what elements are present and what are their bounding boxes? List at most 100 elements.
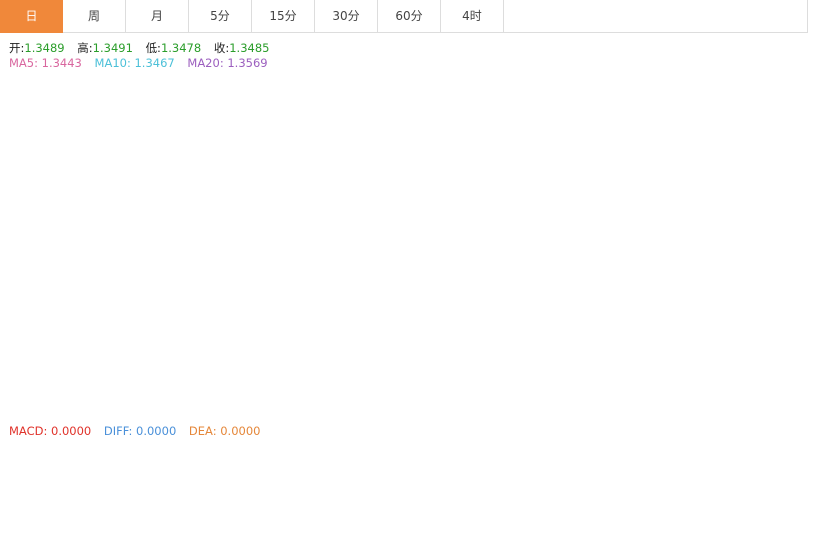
tab-0[interactable]: 日 bbox=[0, 0, 63, 33]
macd-bar-positive bbox=[366, 475, 375, 483]
price-tick-label: 1.3747 bbox=[754, 90, 793, 103]
candle-up bbox=[312, 188, 320, 226]
candle-up bbox=[398, 158, 406, 188]
macd-bar-positive bbox=[323, 467, 332, 483]
candle-down bbox=[635, 216, 643, 244]
close-label: 收: bbox=[213, 41, 230, 55]
candle-up bbox=[689, 212, 697, 253]
macd-bar-negative bbox=[140, 482, 149, 490]
ohlc-legend: 开:1.3489 高:1.3491 低:1.3478 收:1.3485 bbox=[9, 40, 278, 56]
candle-down bbox=[269, 181, 277, 207]
macd-bar-positive bbox=[258, 446, 267, 483]
candle-down bbox=[54, 238, 62, 253]
ma10-legend: MA10: 1.3467 bbox=[94, 56, 175, 70]
candle-up bbox=[388, 187, 396, 212]
tab-3[interactable]: 5分 bbox=[189, 0, 252, 33]
macd-bar-negative bbox=[646, 482, 655, 526]
candle-down bbox=[11, 286, 19, 322]
current-price-label: 1.3485 bbox=[754, 208, 793, 221]
macd-bar-negative bbox=[96, 482, 105, 490]
macd-bar-negative bbox=[635, 482, 644, 518]
dea-legend-value: DEA: 0.0000 bbox=[188, 424, 261, 438]
low-value: 1.3478 bbox=[160, 41, 202, 55]
macd-bar-positive bbox=[376, 481, 385, 483]
candle-up bbox=[560, 139, 568, 147]
tab-2[interactable]: 月 bbox=[126, 0, 189, 33]
candle-up bbox=[108, 268, 116, 302]
tab-6[interactable]: 60分 bbox=[378, 0, 441, 33]
candle-up bbox=[485, 156, 493, 198]
macd-bar-positive bbox=[560, 474, 569, 483]
candle-down bbox=[571, 139, 579, 141]
ma10-line bbox=[3, 129, 705, 310]
candle-up bbox=[205, 272, 213, 317]
macd-bar-positive bbox=[420, 480, 429, 483]
price-tick-label: 1.3052 bbox=[754, 404, 793, 417]
timeframe-tabs: 日周月 5分 15分 30分 60分 4时 bbox=[0, 0, 808, 33]
macd-bar-positive bbox=[0, 482, 8, 484]
price-tick-label: 1.3350 bbox=[754, 269, 793, 282]
candle-up bbox=[162, 296, 170, 358]
candle-down bbox=[129, 305, 137, 326]
macd-bar-negative bbox=[129, 482, 138, 492]
tab-1[interactable]: 周 bbox=[63, 0, 126, 33]
macd-bar-positive bbox=[226, 465, 235, 483]
macd-bar-negative bbox=[689, 482, 698, 511]
macd-bar-positive bbox=[64, 476, 73, 483]
candle-up bbox=[657, 244, 665, 264]
close-value: 1.3485 bbox=[229, 41, 270, 55]
open-value: 1.3489 bbox=[24, 41, 65, 55]
macd-bar-positive bbox=[495, 477, 504, 483]
candle-down bbox=[549, 98, 557, 147]
macd-legend: MACD: 0.0000 DIFF: 0.0000 DEA: 0.0000 bbox=[9, 424, 269, 438]
candle-down bbox=[592, 164, 600, 170]
macd-bar-negative bbox=[183, 482, 192, 487]
ma20-line bbox=[3, 163, 705, 305]
macd-bar-negative bbox=[161, 482, 170, 492]
candle-down bbox=[194, 296, 202, 308]
macd-bar-negative bbox=[193, 482, 202, 486]
macd-bar-positive bbox=[355, 473, 364, 483]
candle-up bbox=[215, 257, 223, 274]
candle-up bbox=[452, 224, 460, 245]
candle-down bbox=[700, 212, 708, 215]
macd-tick-label: -0.0077 bbox=[754, 522, 796, 535]
tab-7[interactable]: 4时 bbox=[441, 0, 504, 33]
candle-down bbox=[614, 170, 622, 174]
candle-up bbox=[248, 191, 256, 246]
candle-up bbox=[97, 301, 105, 320]
candle-up bbox=[366, 186, 374, 202]
macd-bar-positive bbox=[236, 462, 245, 483]
ma20-legend: MA20: 1.3569 bbox=[187, 56, 268, 70]
macd-bar-negative bbox=[667, 482, 676, 524]
candle-down bbox=[75, 287, 83, 311]
macd-bar-positive bbox=[527, 459, 536, 483]
candle-down bbox=[646, 243, 654, 263]
macd-bar-negative bbox=[430, 482, 439, 494]
candle-down bbox=[172, 297, 180, 317]
candle-up bbox=[226, 244, 234, 259]
macd-bar-positive bbox=[398, 477, 407, 483]
candle-down bbox=[409, 158, 417, 176]
macd-histogram bbox=[0, 446, 709, 526]
candle-down bbox=[377, 186, 385, 212]
candle-down bbox=[280, 206, 288, 223]
macd-bar-positive bbox=[506, 467, 515, 483]
candle-up bbox=[420, 173, 428, 180]
tab-4[interactable]: 15分 bbox=[252, 0, 315, 33]
tab-5[interactable]: 30分 bbox=[315, 0, 378, 33]
candle-down bbox=[86, 310, 94, 314]
macd-bar-positive bbox=[280, 455, 289, 483]
macd-bar-negative bbox=[10, 482, 19, 489]
candle-down bbox=[517, 107, 525, 109]
macd-bar-negative bbox=[75, 482, 84, 484]
candle-down bbox=[118, 268, 126, 306]
candle-down bbox=[442, 240, 450, 245]
price-tick-label: 1.3846 bbox=[754, 45, 793, 58]
macd-bar-negative bbox=[86, 482, 95, 489]
macd-tick-label: 0.0075 bbox=[754, 431, 793, 444]
price-tick-label: 1.3449 bbox=[754, 225, 793, 238]
macd-bar-negative bbox=[624, 482, 633, 509]
macd-bar-positive bbox=[215, 471, 224, 483]
